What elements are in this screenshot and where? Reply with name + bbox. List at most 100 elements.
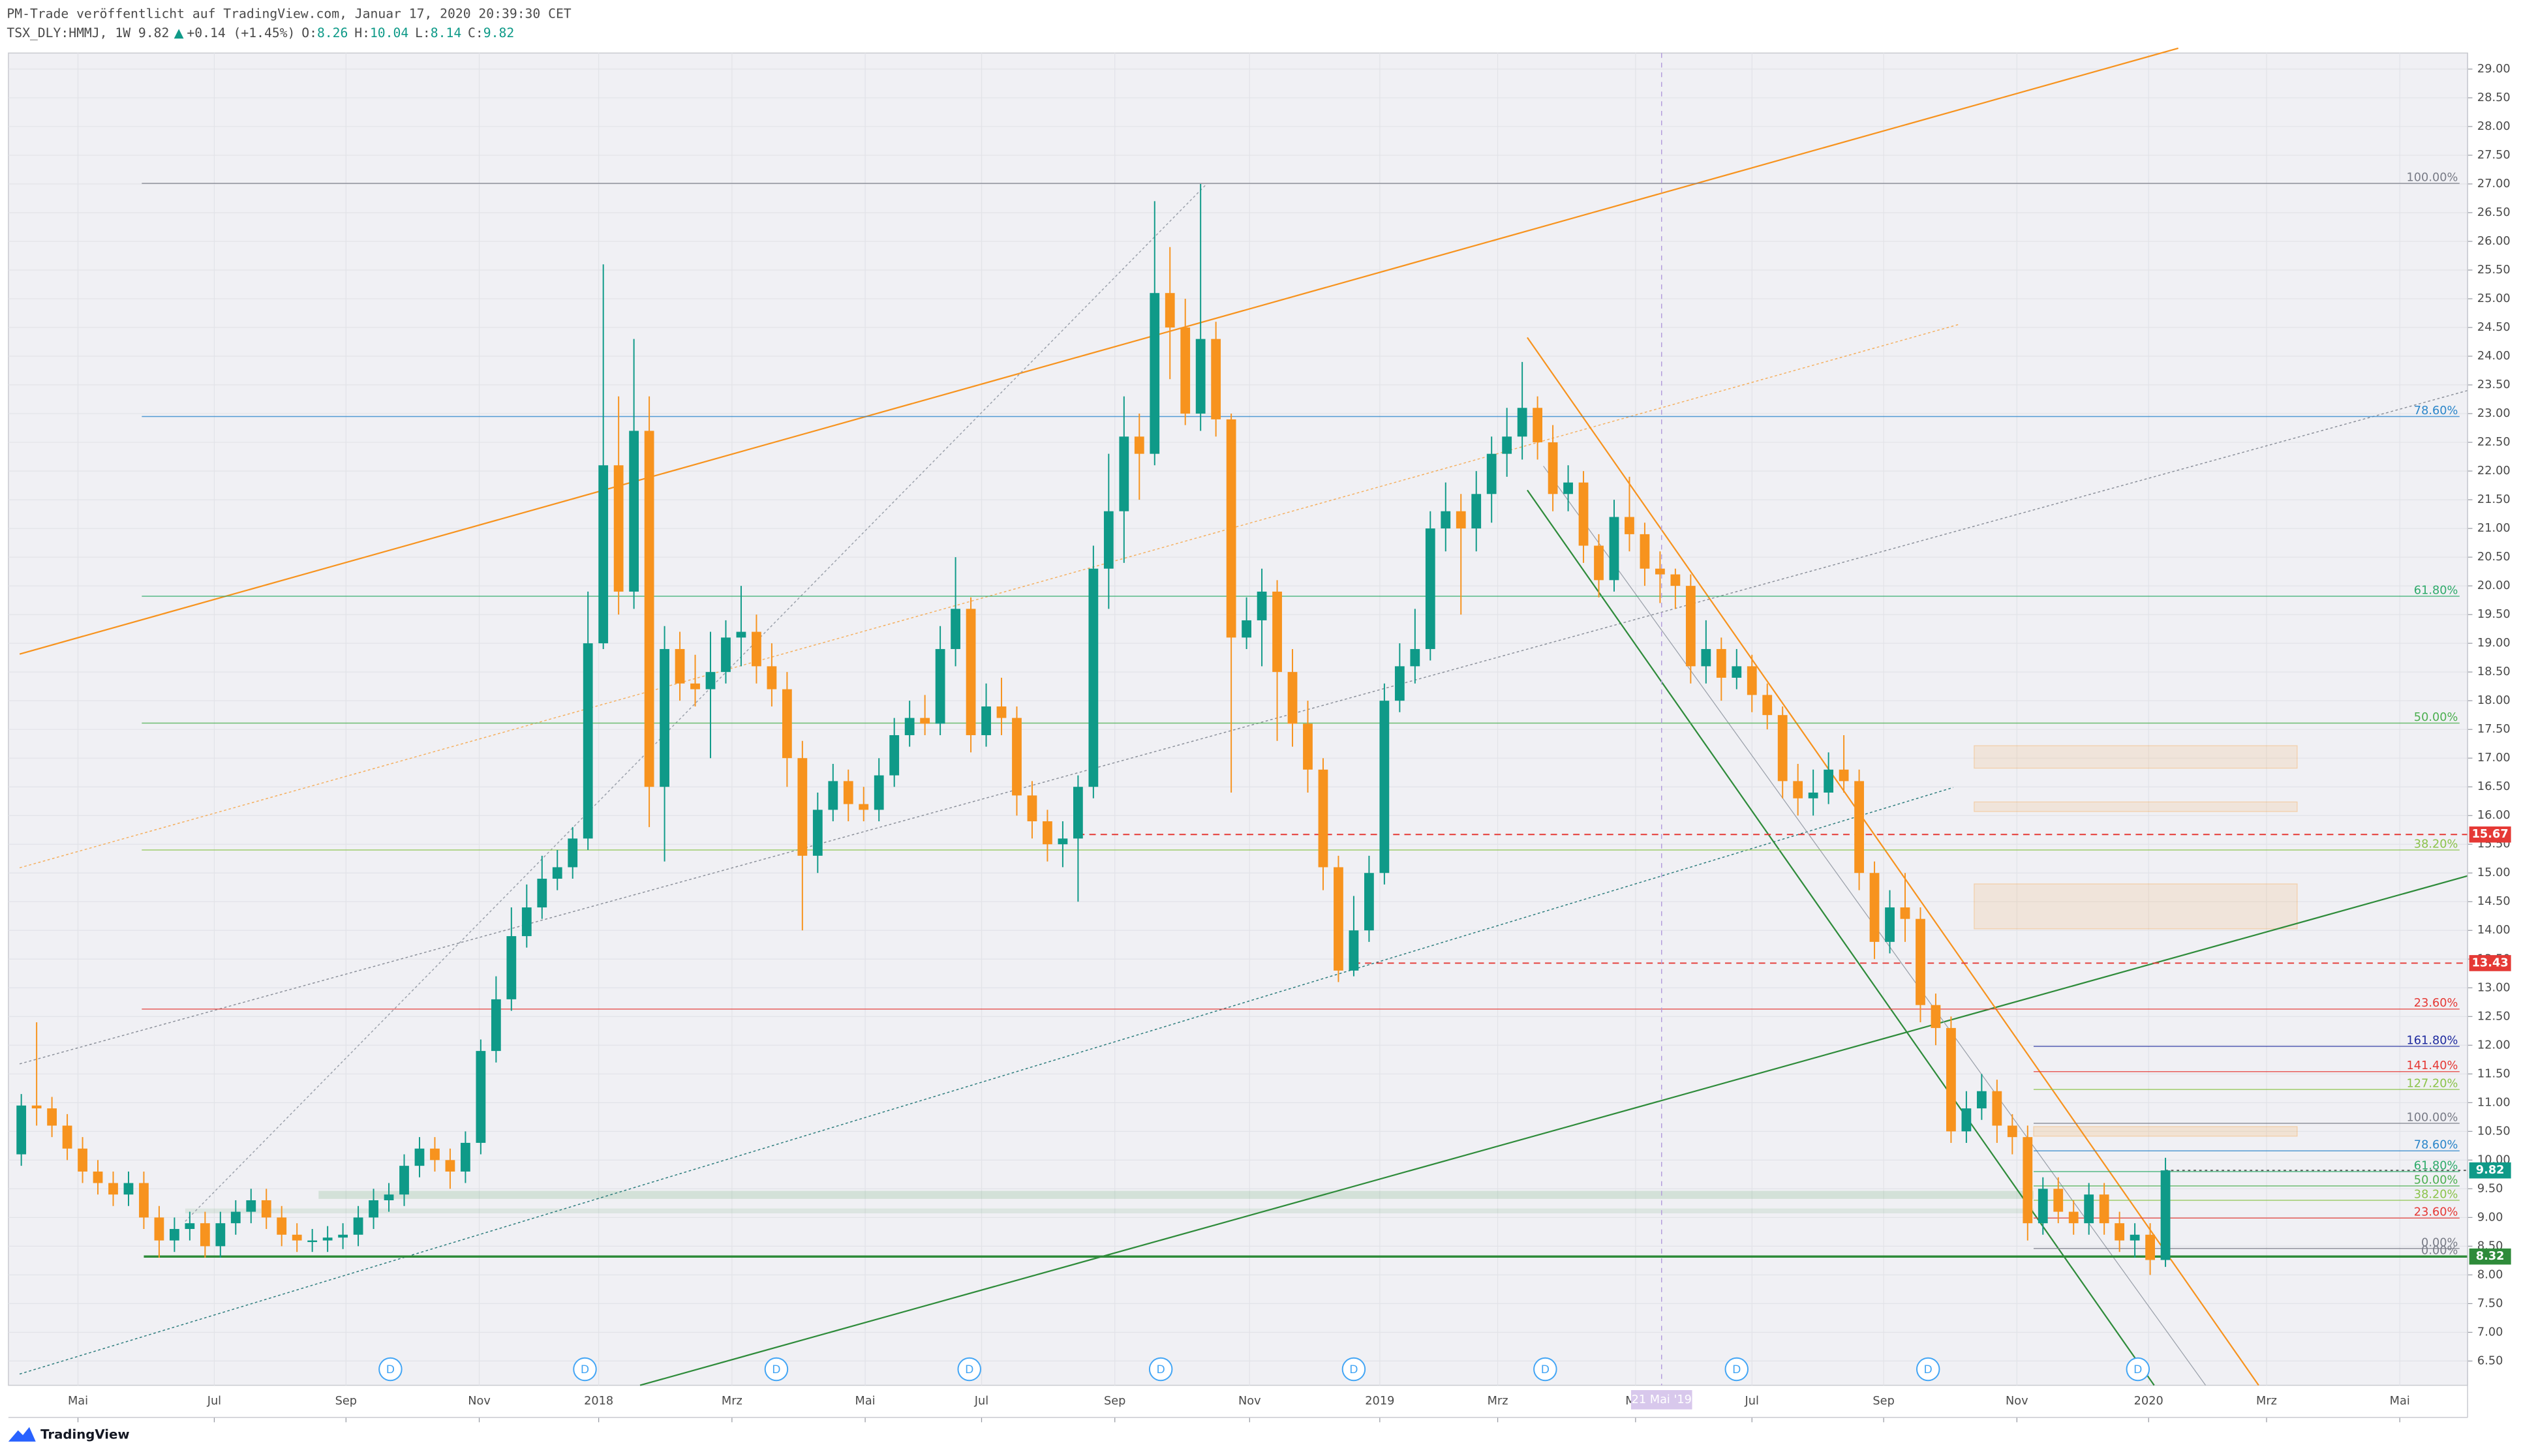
y-tick-label: 28.50 bbox=[2477, 91, 2511, 104]
candle-body bbox=[613, 465, 624, 592]
candle-body bbox=[2130, 1234, 2140, 1241]
candle-body bbox=[47, 1108, 57, 1126]
candle-body bbox=[1226, 419, 1236, 638]
candle-body bbox=[1334, 867, 1343, 971]
price-label-box bbox=[2469, 1162, 2511, 1179]
candle-body bbox=[874, 775, 884, 810]
candle-body bbox=[1211, 339, 1221, 419]
dividend-marker bbox=[1148, 1357, 1173, 1382]
y-tick-label: 19.50 bbox=[2477, 608, 2511, 621]
candle-body bbox=[568, 838, 578, 868]
brand: TradingView bbox=[8, 1427, 130, 1442]
candle-body bbox=[1793, 781, 1803, 798]
fib-label: 141.40% bbox=[2407, 1059, 2458, 1072]
dividend-label: D bbox=[1732, 1363, 1741, 1376]
candle-body bbox=[1379, 701, 1390, 873]
candle-body bbox=[369, 1200, 378, 1218]
trend-line bbox=[1527, 489, 2155, 1386]
zone-box bbox=[1974, 745, 2298, 769]
candle-body bbox=[1762, 695, 1773, 716]
candle-body bbox=[675, 648, 685, 684]
fib-label: 50.00% bbox=[2414, 1174, 2458, 1187]
ohlc-value: 8.14 bbox=[431, 25, 461, 40]
fib-label: 0.00% bbox=[2421, 1236, 2458, 1249]
y-tick-label: 23.00 bbox=[2477, 407, 2511, 420]
ohlc-value: 8.26 bbox=[317, 25, 348, 40]
x-tick-label: Jul bbox=[974, 1395, 988, 1408]
y-tick-label: 12.00 bbox=[2477, 1039, 2511, 1052]
y-tick-label: 20.00 bbox=[2477, 579, 2511, 592]
candle-body bbox=[583, 643, 593, 839]
y-tick-label: 11.50 bbox=[2477, 1067, 2511, 1080]
candle-body bbox=[1685, 586, 1696, 667]
y-tick-label: 7.00 bbox=[2477, 1326, 2503, 1339]
candle-body bbox=[1303, 723, 1313, 770]
candle-body bbox=[215, 1223, 226, 1247]
dividend-label: D bbox=[965, 1363, 973, 1376]
x-tick-label: Mrz bbox=[722, 1395, 742, 1408]
candle-body bbox=[1471, 494, 1482, 529]
candle-body bbox=[277, 1217, 287, 1235]
candle-body bbox=[752, 631, 761, 667]
candle-body bbox=[491, 999, 501, 1052]
price-label: 9.82 bbox=[2476, 1164, 2505, 1177]
fib-label: 100.00% bbox=[2407, 1111, 2458, 1124]
candle-body bbox=[782, 689, 792, 759]
candle-body bbox=[1027, 795, 1037, 822]
dividend-marker bbox=[378, 1357, 403, 1382]
candle-body bbox=[1854, 781, 1864, 873]
candle-body bbox=[1655, 568, 1665, 575]
y-tick-label: 13.00 bbox=[2477, 981, 2511, 994]
y-tick-label: 18.00 bbox=[2477, 694, 2511, 707]
x-tick-label: Jul bbox=[1745, 1395, 1759, 1408]
candle-body bbox=[1625, 517, 1634, 534]
candle-body bbox=[2084, 1194, 2094, 1224]
x-tick-label: Nov bbox=[2006, 1395, 2028, 1408]
y-tick-label: 21.00 bbox=[2477, 522, 2511, 535]
candle-body bbox=[338, 1234, 348, 1238]
candle-body bbox=[1747, 666, 1757, 695]
dividend-label: D bbox=[1349, 1363, 1358, 1376]
y-tick-label: 11.00 bbox=[2477, 1096, 2511, 1109]
candle-body bbox=[2023, 1137, 2033, 1224]
y-tick-label: 26.50 bbox=[2477, 206, 2511, 219]
candle-body bbox=[812, 810, 823, 856]
candle-body bbox=[2053, 1189, 2064, 1212]
candle-body bbox=[1533, 408, 1543, 443]
y-tick-label: 22.50 bbox=[2477, 436, 2511, 449]
candle-body bbox=[261, 1200, 271, 1218]
candle-body bbox=[1946, 1027, 1956, 1132]
change-arrow bbox=[174, 29, 184, 39]
y-tick-label: 27.00 bbox=[2477, 177, 2511, 190]
x-tick-label: Mrz bbox=[2256, 1395, 2277, 1408]
candle-body bbox=[2007, 1125, 2017, 1138]
candle-body bbox=[200, 1223, 210, 1247]
fib-label: 23.60% bbox=[2414, 1206, 2458, 1219]
ohlc-value: 10.04 bbox=[370, 25, 408, 40]
y-tick-label: 17.00 bbox=[2477, 751, 2511, 765]
axes: 6.507.007.508.008.509.009.5010.0010.5011… bbox=[68, 63, 2511, 1423]
candle-body bbox=[721, 637, 731, 673]
price-label: 8.32 bbox=[2476, 1250, 2505, 1263]
candle-body bbox=[951, 609, 960, 649]
candle-body bbox=[935, 648, 945, 724]
ohlc-label: C: bbox=[468, 25, 483, 40]
dividend-marker bbox=[573, 1357, 597, 1382]
candle-body bbox=[1732, 666, 1742, 678]
zone-box bbox=[1974, 801, 2298, 812]
x-tick-label: 2019 bbox=[1365, 1395, 1394, 1408]
candle-body bbox=[1563, 482, 1573, 494]
candle-body bbox=[78, 1148, 87, 1172]
candle-body bbox=[1242, 620, 1251, 638]
x-tick-label: Mai bbox=[855, 1395, 876, 1408]
price-label: 15.67 bbox=[2472, 828, 2509, 841]
candle-body bbox=[1058, 838, 1068, 845]
x-tick-label: Sep bbox=[335, 1395, 357, 1408]
candle-body bbox=[445, 1160, 455, 1172]
candle-body bbox=[108, 1183, 118, 1195]
candle-body bbox=[736, 631, 746, 638]
price-label: 13.43 bbox=[2472, 956, 2509, 969]
candle-body bbox=[292, 1234, 302, 1241]
y-tick-label: 14.50 bbox=[2477, 895, 2511, 908]
candle-body bbox=[185, 1223, 195, 1229]
